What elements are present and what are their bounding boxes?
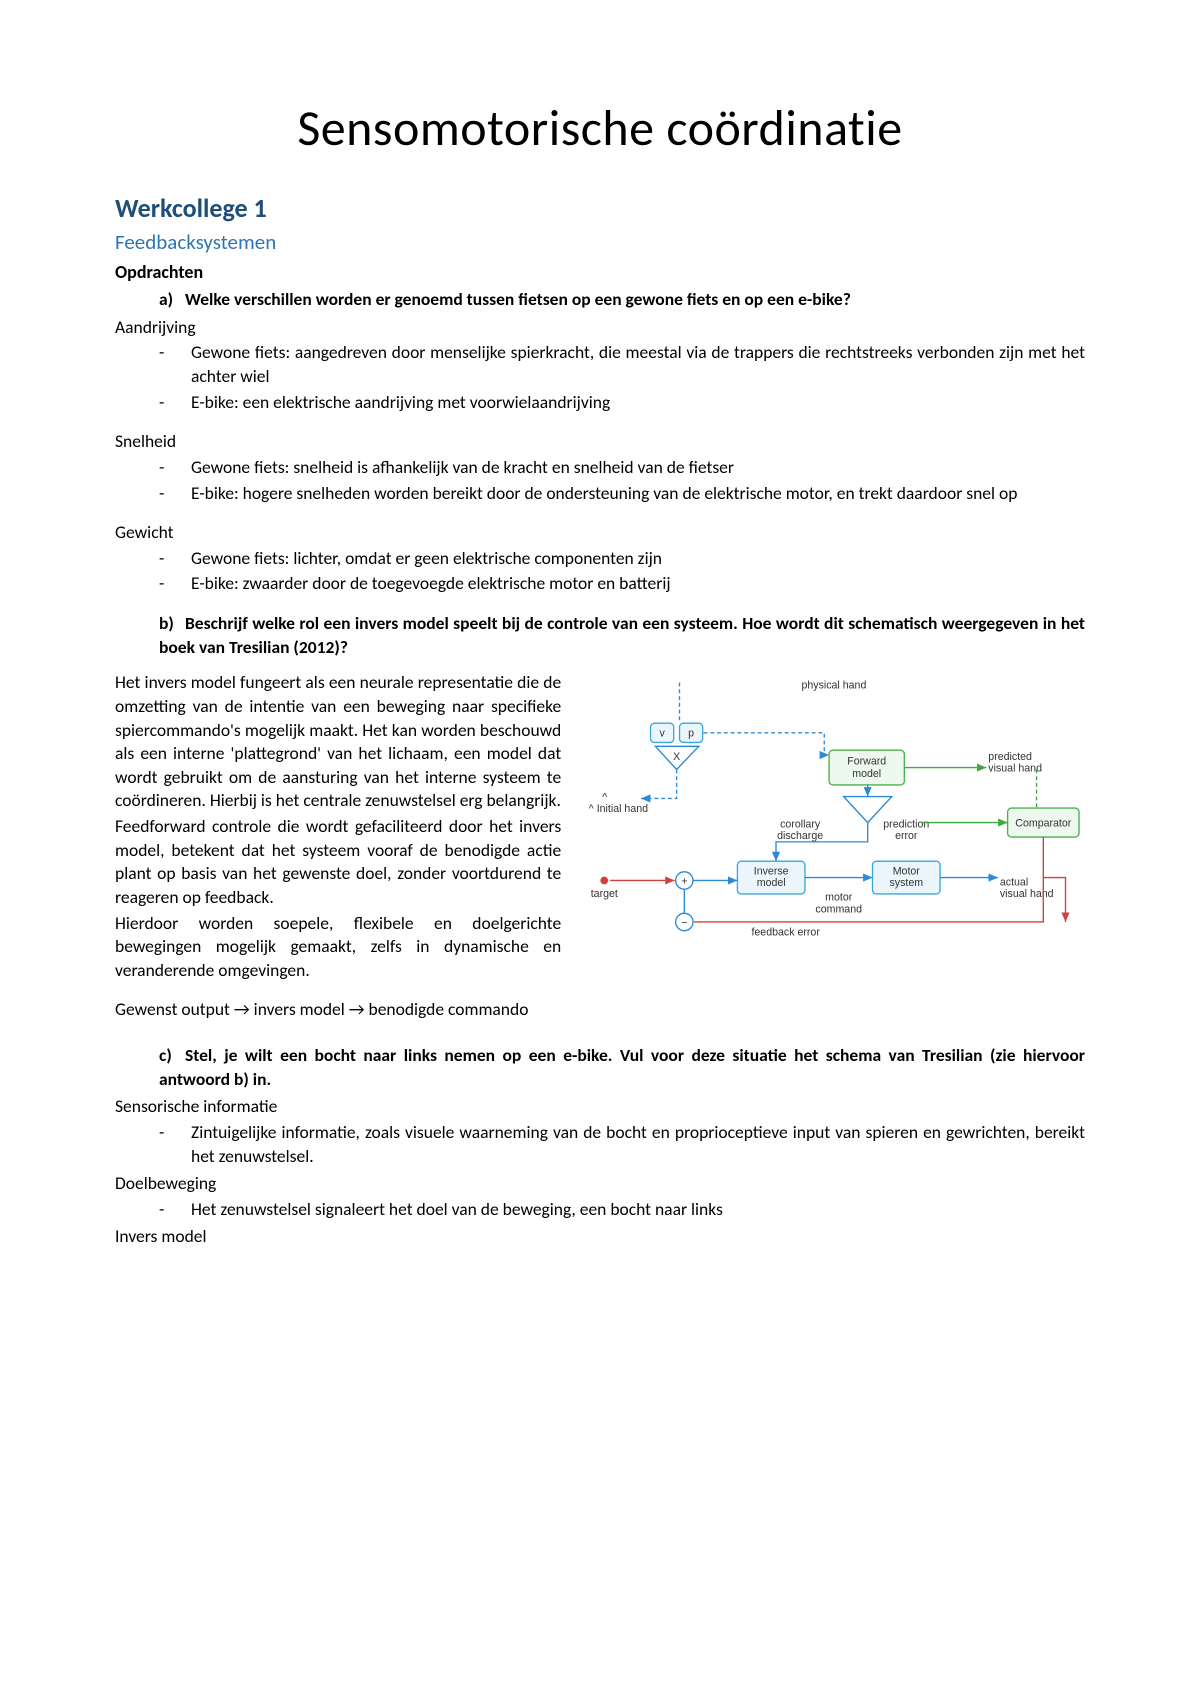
list-sensorische: Zintuigelijke informatie, zoals visuele …	[159, 1121, 1085, 1168]
label-inverse: Inverse	[754, 866, 789, 878]
label-forward-model: Forward	[847, 756, 886, 768]
subsection-heading: Feedbacksystemen	[115, 228, 1085, 256]
label-predicted2: visual hand	[988, 763, 1042, 775]
list-item: Gewone fiets: aangedreven door menselijk…	[159, 341, 1085, 388]
question-b: b)Beschrijf welke rol een invers model s…	[159, 612, 1085, 659]
qb-paragraph: Hierdoor worden soepele, flexibele en do…	[115, 912, 561, 983]
label-gewicht: Gewicht	[115, 521, 1085, 545]
label-aandrijving: Aandrijving	[115, 316, 1085, 340]
label-physical-hand: physical hand	[802, 680, 867, 692]
question-a-text: Welke verschillen worden er genoemd tuss…	[185, 288, 851, 310]
list-item: E-bike: zwaarder door de toegevoegde ele…	[159, 572, 1085, 596]
label-motor-sys2: system	[890, 878, 924, 890]
label-predicted: predicted	[988, 751, 1032, 763]
question-b-text: Beschrijf welke rol een invers model spe…	[159, 612, 1085, 658]
question-c-text: Stel, je wilt een bocht naar links nemen…	[159, 1044, 1085, 1090]
label-inversmodel: Invers model	[115, 1225, 1085, 1249]
label-forward-model2: model	[852, 769, 881, 781]
label-initial-hand-text: ^ Initial hand	[589, 803, 648, 815]
label-pred-err2: error	[895, 830, 918, 842]
list-item: E-bike: een elektrische aandrijving met …	[159, 391, 1085, 415]
question-c-marker: c)	[159, 1044, 185, 1068]
list-item: E-bike: hogere snelheden worden bereikt …	[159, 482, 1085, 506]
label-motor-sys: Motor	[893, 866, 921, 878]
qb-flow-line: Gewenst output → invers model → benodigd…	[115, 998, 1085, 1022]
label-x: X	[673, 751, 680, 763]
tresilian-diagram: physical hand v p X ^ ^ Initial hand F	[583, 673, 1085, 963]
question-a: a)Welke verschillen worden er genoemd tu…	[159, 288, 1085, 312]
label-comparator: Comparator	[1015, 818, 1071, 830]
list-item: Het zenuwstelsel signaleert het doel van…	[159, 1198, 1085, 1222]
label-corollary2: discharge	[777, 830, 823, 842]
list-item: Zintuigelijke informatie, zoals visuele …	[159, 1121, 1085, 1168]
list-doelbeweging: Het zenuwstelsel signaleert het doel van…	[159, 1198, 1085, 1222]
label-doelbeweging: Doelbeweging	[115, 1172, 1085, 1196]
section-heading: Werkcollege 1	[115, 191, 1085, 226]
label-p: p	[688, 728, 694, 740]
svg-text:+: +	[681, 876, 687, 888]
label-motor-cmd: motor	[825, 892, 853, 904]
list-snelheid: Gewone fiets: snelheid is afhankelijk va…	[159, 456, 1085, 505]
label-sensorische: Sensorische informatie	[115, 1095, 1085, 1119]
label-target: target	[591, 888, 618, 900]
question-c: c)Stel, je wilt een bocht naar links nem…	[159, 1044, 1085, 1091]
label-inverse2: model	[757, 878, 786, 890]
question-b-marker: b)	[159, 612, 185, 636]
qb-paragraph: Feedforward controle die wordt gefacilit…	[115, 815, 561, 910]
svg-text:−: −	[681, 917, 687, 929]
page-title: Sensomotorische coördinatie	[115, 95, 1085, 163]
list-gewicht: Gewone fiets: lichter, omdat er geen ele…	[159, 547, 1085, 596]
qb-paragraph: Het invers model fungeert als een neural…	[115, 671, 561, 813]
list-aandrijving: Gewone fiets: aangedreven door menselijk…	[159, 341, 1085, 414]
label-corollary: corollary	[780, 819, 821, 831]
label-v: v	[660, 728, 666, 740]
label-actual2: visual hand	[1000, 888, 1054, 900]
label-initial-hand: ^	[602, 792, 607, 804]
question-a-marker: a)	[159, 288, 185, 312]
list-item: Gewone fiets: lichter, omdat er geen ele…	[159, 547, 1085, 571]
assignments-heading: Opdrachten	[115, 260, 1085, 284]
label-pred-err: prediction	[883, 819, 929, 831]
label-feedback-err: feedback error	[752, 927, 821, 939]
label-motor-cmd2: command	[816, 904, 863, 916]
label-actual: actual	[1000, 877, 1028, 889]
label-snelheid: Snelheid	[115, 430, 1085, 454]
list-item: Gewone fiets: snelheid is afhankelijk va…	[159, 456, 1085, 480]
